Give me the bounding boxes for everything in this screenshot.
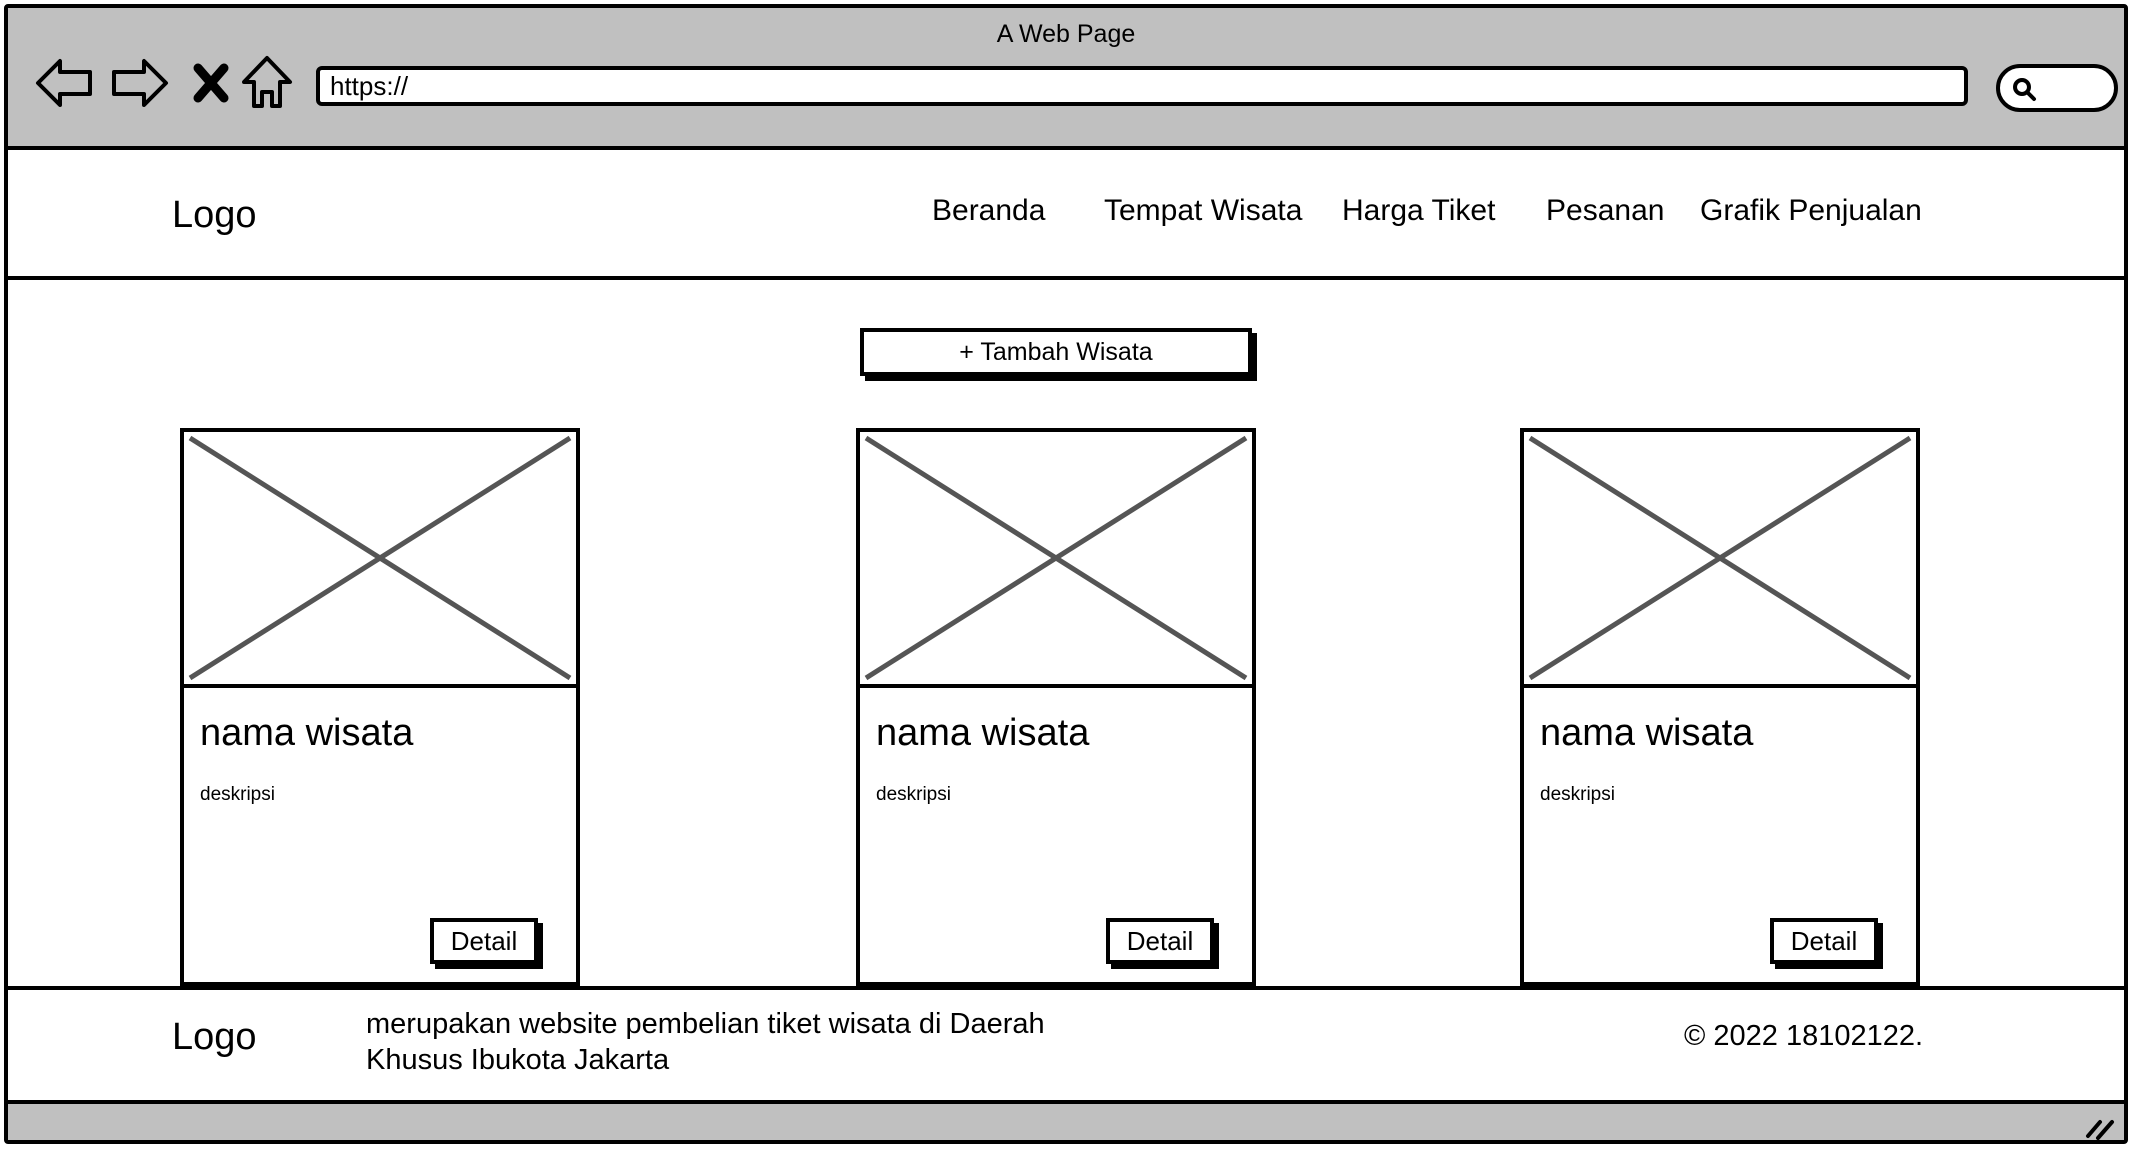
back-arrow-icon[interactable] (32, 50, 98, 116)
nav-beranda[interactable]: Beranda (932, 194, 1046, 227)
site-header: Logo Beranda Tempat Wisata Harga Tiket P… (8, 150, 2124, 280)
browser-window: A Web Page https:// Logo Beranda Tempat … (4, 4, 2128, 1144)
header-logo[interactable]: Logo (172, 194, 257, 236)
card-title: nama wisata (876, 712, 1090, 754)
card-description: deskripsi (1540, 784, 1615, 805)
detail-button[interactable]: Detail (1770, 918, 1878, 964)
add-wisata-button[interactable]: + Tambah Wisata (860, 328, 1252, 376)
image-placeholder (184, 432, 576, 688)
forward-arrow-icon[interactable] (106, 50, 172, 116)
footer-description: merupakan website pembelian tiket wisata… (366, 1008, 1045, 1076)
nav-grafik-penjualan[interactable]: Grafik Penjualan (1700, 194, 1922, 227)
resize-grip-icon[interactable] (2084, 1114, 2116, 1140)
home-icon[interactable] (234, 50, 300, 116)
detail-button[interactable]: Detail (430, 918, 538, 964)
wisata-card: nama wisata deskripsi Detail (1520, 428, 1920, 986)
image-placeholder (1524, 432, 1916, 688)
nav-pesanan[interactable]: Pesanan (1546, 194, 1665, 227)
url-input[interactable]: https:// (316, 66, 1968, 106)
site-footer: Logo merupakan website pembelian tiket w… (8, 986, 2124, 1104)
window-title: A Web Page (996, 20, 1136, 48)
browser-toolbar: A Web Page https:// (8, 8, 2124, 150)
detail-button[interactable]: Detail (1106, 918, 1214, 964)
status-bar (8, 1104, 2124, 1140)
card-title: nama wisata (1540, 712, 1754, 754)
card-description: deskripsi (876, 784, 951, 805)
card-description: deskripsi (200, 784, 275, 805)
wisata-card: nama wisata deskripsi Detail (180, 428, 580, 986)
footer-logo: Logo (172, 1016, 257, 1058)
search-icon (2013, 78, 2036, 101)
card-title: nama wisata (200, 712, 414, 754)
close-x-icon[interactable] (178, 50, 244, 116)
browser-search-field[interactable] (1996, 64, 2118, 112)
wisata-card: nama wisata deskripsi Detail (856, 428, 1256, 986)
nav-tempat-wisata[interactable]: Tempat Wisata (1104, 194, 1303, 227)
image-placeholder (860, 432, 1252, 688)
footer-copyright: © 2022 18102122. (1684, 1020, 1924, 1052)
nav-harga-tiket[interactable]: Harga Tiket (1342, 194, 1496, 227)
